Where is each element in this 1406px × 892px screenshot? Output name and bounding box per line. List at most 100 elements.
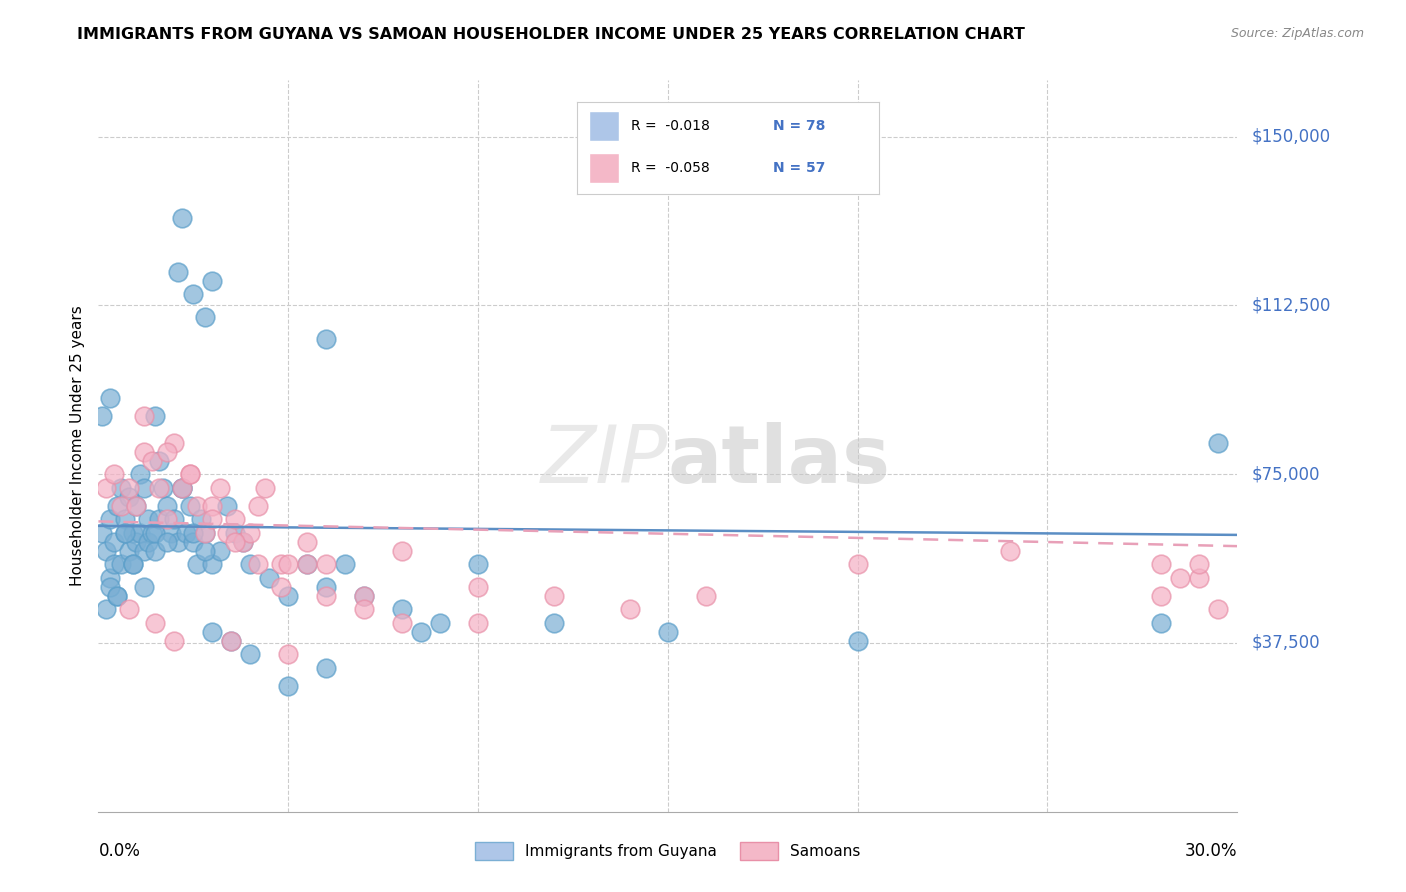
Point xyxy=(391,615,413,630)
Point xyxy=(194,543,217,558)
Point xyxy=(467,580,489,594)
Point xyxy=(114,525,136,540)
Point xyxy=(391,602,413,616)
Point xyxy=(297,557,319,571)
Point xyxy=(467,557,489,571)
Text: $75,000: $75,000 xyxy=(1251,465,1320,483)
Point xyxy=(277,589,299,603)
Point xyxy=(1208,602,1230,616)
Point xyxy=(543,589,565,603)
Point xyxy=(239,647,262,661)
Point xyxy=(270,580,292,594)
Point xyxy=(129,467,152,482)
Point xyxy=(163,435,186,450)
Point xyxy=(224,534,246,549)
Text: Source: ZipAtlas.com: Source: ZipAtlas.com xyxy=(1230,27,1364,40)
Text: atlas: atlas xyxy=(668,422,891,500)
Point xyxy=(163,512,186,526)
Point xyxy=(94,543,117,558)
Point xyxy=(170,481,193,495)
Point xyxy=(208,481,231,495)
Point xyxy=(148,453,170,467)
Text: $150,000: $150,000 xyxy=(1251,128,1330,145)
Point xyxy=(201,512,224,526)
Point xyxy=(132,409,155,423)
Point xyxy=(315,332,337,346)
Point xyxy=(190,512,212,526)
Point xyxy=(170,481,193,495)
Text: $37,500: $37,500 xyxy=(1251,634,1320,652)
Point xyxy=(1150,589,1173,603)
Point xyxy=(156,534,179,549)
Point xyxy=(114,512,136,526)
Point xyxy=(170,211,193,225)
Point xyxy=(121,557,143,571)
Point xyxy=(1188,571,1211,585)
Point xyxy=(846,633,869,648)
Point xyxy=(543,615,565,630)
Point xyxy=(179,467,201,482)
Point xyxy=(132,543,155,558)
Point xyxy=(315,580,337,594)
Point xyxy=(217,499,239,513)
Point xyxy=(270,557,292,571)
Point xyxy=(110,557,132,571)
Point xyxy=(186,557,208,571)
Point xyxy=(110,499,132,513)
Point xyxy=(246,557,269,571)
Point xyxy=(159,525,181,540)
Text: $112,500: $112,500 xyxy=(1251,296,1330,314)
Point xyxy=(118,481,141,495)
Point xyxy=(1170,571,1192,585)
Point xyxy=(103,467,125,482)
Point xyxy=(217,525,239,540)
Point xyxy=(208,543,231,558)
Point xyxy=(246,499,269,513)
Point xyxy=(183,525,205,540)
Point xyxy=(136,512,159,526)
Point xyxy=(118,602,141,616)
Point xyxy=(277,647,299,661)
Point xyxy=(91,409,114,423)
Point xyxy=(239,557,262,571)
Point xyxy=(315,661,337,675)
Point xyxy=(467,615,489,630)
Point xyxy=(141,525,163,540)
Point xyxy=(156,512,179,526)
Point xyxy=(156,499,179,513)
Point xyxy=(277,679,299,693)
Point xyxy=(121,557,143,571)
Text: ZIP: ZIP xyxy=(540,422,668,500)
Point xyxy=(118,543,141,558)
Point xyxy=(121,525,143,540)
Point xyxy=(186,499,208,513)
Point xyxy=(335,557,357,571)
Point xyxy=(194,310,217,324)
Point xyxy=(297,534,319,549)
Point xyxy=(194,525,217,540)
Point xyxy=(619,602,641,616)
Point xyxy=(232,534,254,549)
Point xyxy=(391,543,413,558)
Point xyxy=(107,589,129,603)
Point xyxy=(221,633,243,648)
Point xyxy=(353,602,375,616)
Point xyxy=(846,557,869,571)
Point xyxy=(114,525,136,540)
Point xyxy=(148,481,170,495)
Point xyxy=(136,534,159,549)
Point xyxy=(110,481,132,495)
Point xyxy=(353,589,375,603)
Point xyxy=(429,615,451,630)
Point xyxy=(201,499,224,513)
Point xyxy=(91,525,114,540)
Point xyxy=(201,624,224,639)
Point xyxy=(1150,557,1173,571)
Point xyxy=(315,557,337,571)
Text: IMMIGRANTS FROM GUYANA VS SAMOAN HOUSEHOLDER INCOME UNDER 25 YEARS CORRELATION C: IMMIGRANTS FROM GUYANA VS SAMOAN HOUSEHO… xyxy=(77,27,1025,42)
Point xyxy=(201,557,224,571)
Y-axis label: Householder Income Under 25 years: Householder Income Under 25 years xyxy=(69,306,84,586)
Point xyxy=(232,534,254,549)
Point xyxy=(254,481,277,495)
Point xyxy=(998,543,1021,558)
